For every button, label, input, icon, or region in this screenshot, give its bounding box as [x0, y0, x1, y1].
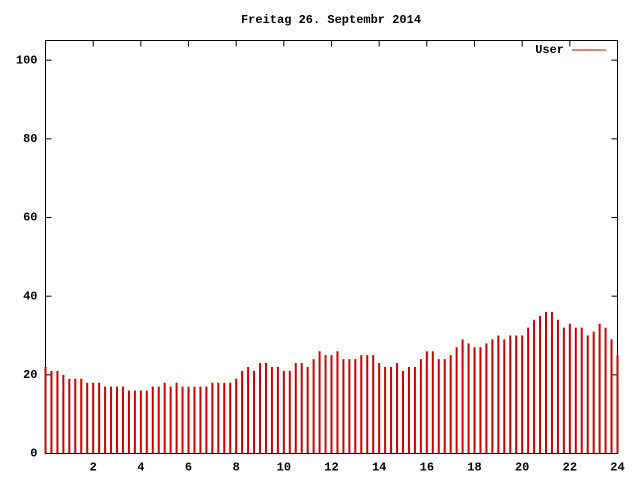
y-tick-label: 100 — [16, 53, 38, 67]
x-tick-label: 6 — [185, 461, 192, 475]
x-tick-label: 12 — [324, 461, 338, 475]
y-tick-label: 80 — [23, 132, 37, 146]
y-tick-label: 0 — [30, 447, 37, 461]
legend-label: User — [535, 43, 564, 57]
x-tick-label: 20 — [515, 461, 529, 475]
x-tick-label: 22 — [563, 461, 577, 475]
chart-title: Freitag 26. Septembr 2014 — [241, 13, 421, 27]
x-tick-label: 8 — [233, 461, 240, 475]
y-tick-label: 20 — [23, 368, 37, 382]
y-tick-label: 40 — [23, 289, 37, 303]
x-tick-label: 4 — [137, 461, 144, 475]
y-tick-label: 60 — [23, 211, 37, 225]
x-tick-label: 24 — [610, 461, 624, 475]
x-tick-label: 16 — [420, 461, 434, 475]
x-tick-label: 2 — [90, 461, 97, 475]
x-tick-label: 10 — [277, 461, 291, 475]
x-tick-label: 14 — [372, 461, 386, 475]
x-tick-label: 18 — [467, 461, 481, 475]
